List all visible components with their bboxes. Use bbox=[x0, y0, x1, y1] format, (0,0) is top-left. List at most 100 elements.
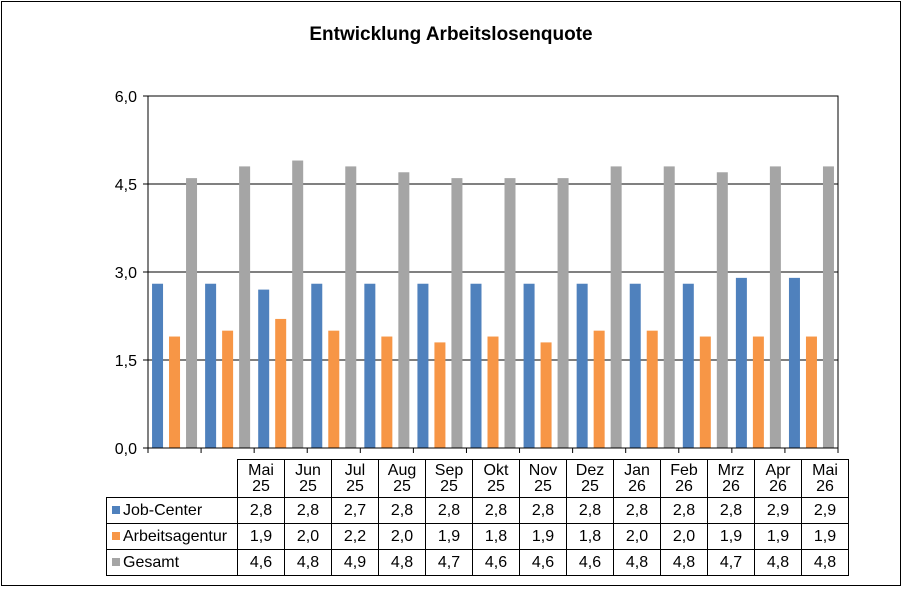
y-tick-label: 6,0 bbox=[115, 89, 137, 106]
bar-arbeitsagentur bbox=[381, 336, 393, 448]
category-label: Sep 25 bbox=[425, 459, 473, 498]
y-tick-label: 3,0 bbox=[115, 265, 137, 282]
legend-entry: Gesamt bbox=[106, 549, 238, 576]
category-month: Mai bbox=[248, 461, 274, 479]
bar-gesamt bbox=[345, 166, 357, 448]
series-row: Job-Center 2,8 2,8 2,7 2,8 2,8 2,8 2,8 2,8 2,8 2,8… bbox=[106, 497, 849, 524]
series-name: Gesamt bbox=[123, 553, 180, 571]
y-tick-label: 0,0 bbox=[115, 441, 137, 458]
data-label: 2,8 bbox=[519, 497, 567, 524]
bar-job-center bbox=[470, 283, 482, 448]
data-label: 2,8 bbox=[613, 497, 661, 524]
data-label: 1,9 bbox=[519, 523, 567, 550]
data-label: 4,7 bbox=[707, 549, 755, 576]
data-label: 4,8 bbox=[284, 549, 332, 576]
data-label: 1,9 bbox=[801, 523, 849, 550]
category-year: 25 bbox=[299, 477, 317, 495]
data-label: 2,8 bbox=[707, 497, 755, 524]
category-year: 25 bbox=[393, 477, 411, 495]
category-month: Apr bbox=[765, 461, 791, 479]
category-month: Jul bbox=[344, 461, 366, 479]
bar-arbeitsagentur bbox=[646, 330, 658, 448]
data-label: 2,9 bbox=[801, 497, 849, 524]
data-label: 2,8 bbox=[425, 497, 473, 524]
bar-arbeitsagentur bbox=[328, 330, 340, 448]
bar-arbeitsagentur bbox=[699, 336, 711, 448]
data-label: 2,2 bbox=[331, 523, 379, 550]
category-label: Apr 26 bbox=[754, 459, 802, 498]
category-month: Dez bbox=[575, 461, 605, 479]
bar-arbeitsagentur bbox=[752, 336, 764, 448]
bar-arbeitsagentur bbox=[434, 342, 446, 448]
data-label: 1,8 bbox=[472, 523, 520, 550]
data-label: 2,0 bbox=[378, 523, 426, 550]
category-label: Feb 26 bbox=[660, 459, 708, 498]
data-label: 2,8 bbox=[660, 497, 708, 524]
bar-gesamt bbox=[398, 172, 410, 448]
category-label: Mai 25 bbox=[237, 459, 285, 498]
data-label: 4,6 bbox=[519, 549, 567, 576]
category-month: Sep bbox=[434, 461, 464, 479]
data-label: 1,9 bbox=[425, 523, 473, 550]
category-year: 25 bbox=[252, 477, 270, 495]
category-label: Mrz 26 bbox=[707, 459, 755, 498]
category-month: Jun bbox=[295, 461, 321, 479]
data-table: Mai 25 Jun 25 Jul 25 Aug 25 Sep 25 Okt 25 Nov 25 Dez 25… bbox=[106, 459, 849, 576]
category-year: 26 bbox=[816, 477, 834, 495]
data-label: 4,6 bbox=[472, 549, 520, 576]
data-label: 1,8 bbox=[566, 523, 614, 550]
data-label: 1,9 bbox=[707, 523, 755, 550]
category-month: Aug bbox=[387, 461, 417, 479]
axes: 0,0 1,5 3,0 4,5 6,0 bbox=[115, 89, 839, 458]
data-label: 4,6 bbox=[237, 549, 285, 576]
category-year: 26 bbox=[769, 477, 787, 495]
category-month: Mrz bbox=[717, 461, 745, 479]
legend-entry: Arbeitsagentur bbox=[106, 523, 238, 550]
data-label: 4,8 bbox=[613, 549, 661, 576]
table-corner bbox=[107, 460, 238, 498]
data-label: 4,8 bbox=[378, 549, 426, 576]
category-month: Okt bbox=[483, 461, 509, 479]
category-year: 25 bbox=[581, 477, 599, 495]
bar-job-center bbox=[205, 283, 217, 448]
category-label: Jan 26 bbox=[613, 459, 661, 498]
data-label: 1,9 bbox=[237, 523, 285, 550]
category-month: Jan bbox=[624, 461, 650, 479]
bar-job-center bbox=[682, 283, 694, 448]
data-label: 2,0 bbox=[613, 523, 661, 550]
bar-job-center bbox=[788, 277, 800, 448]
data-label: 2,0 bbox=[284, 523, 332, 550]
data-label: 1,9 bbox=[754, 523, 802, 550]
legend-key bbox=[112, 506, 120, 515]
category-year: 26 bbox=[675, 477, 693, 495]
bar-job-center bbox=[364, 283, 376, 448]
category-label: Jun 25 bbox=[284, 459, 332, 498]
bar-arbeitsagentur bbox=[805, 336, 817, 448]
bar-job-center bbox=[523, 283, 535, 448]
category-label: Nov 25 bbox=[519, 459, 567, 498]
category-year: 26 bbox=[722, 477, 740, 495]
bar-gesamt bbox=[186, 178, 198, 448]
data-label: 2,0 bbox=[660, 523, 708, 550]
data-label: 4,9 bbox=[331, 549, 379, 576]
category-label: Jul 25 bbox=[331, 459, 379, 498]
bar-gesamt bbox=[610, 166, 622, 448]
bar-gesamt bbox=[557, 178, 569, 448]
bar-job-center bbox=[417, 283, 429, 448]
y-tick-label: 4,5 bbox=[115, 177, 137, 194]
bar-arbeitsagentur bbox=[169, 336, 181, 448]
data-label: 4,8 bbox=[660, 549, 708, 576]
bar-arbeitsagentur bbox=[593, 330, 605, 448]
category-year: 25 bbox=[487, 477, 505, 495]
legend-key bbox=[112, 558, 120, 567]
category-label: Aug 25 bbox=[378, 459, 426, 498]
bar-arbeitsagentur bbox=[222, 330, 234, 448]
category-year: 25 bbox=[534, 477, 552, 495]
series-name: Arbeitsagentur bbox=[123, 527, 228, 545]
data-label: 4,8 bbox=[801, 549, 849, 576]
data-label: 4,8 bbox=[754, 549, 802, 576]
bar-job-center bbox=[311, 283, 323, 448]
chart-title: Entwicklung Arbeitslosenquote bbox=[309, 24, 593, 45]
